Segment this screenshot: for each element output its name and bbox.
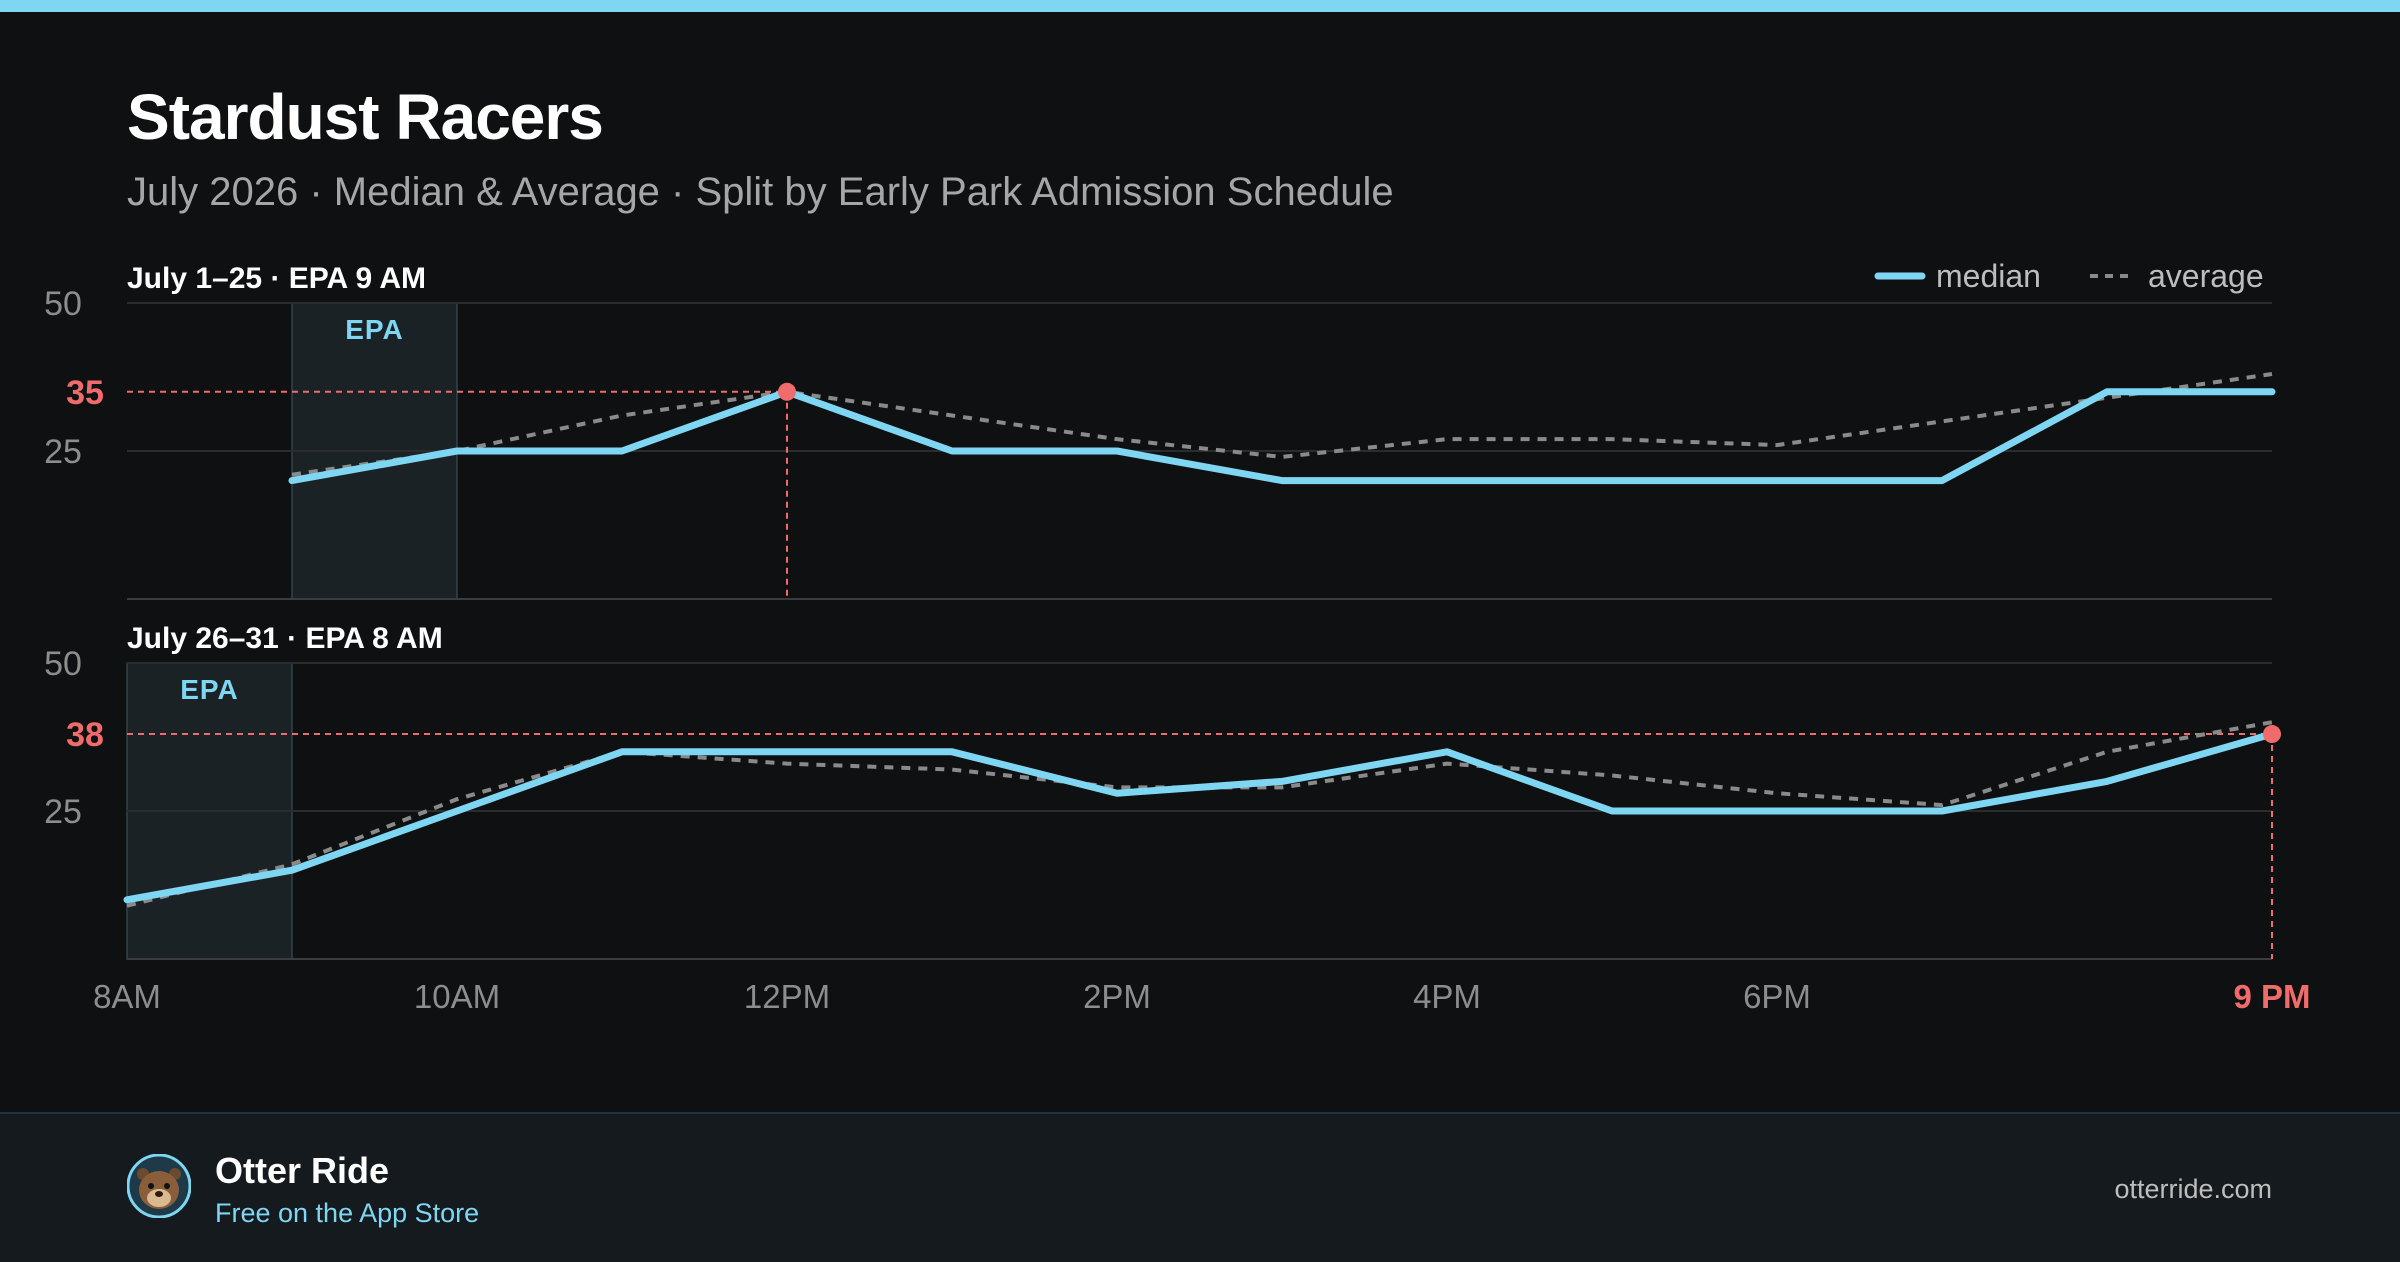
page-title: Stardust Racers <box>127 81 604 153</box>
panel-1-title: July 1–25 · EPA 9 AM <box>127 262 426 295</box>
panel-2-highlight-point <box>2263 725 2281 744</box>
panel-1-highlight-point <box>778 382 796 401</box>
x-end-label: 9 PM <box>2233 978 2310 1015</box>
website-link[interactable]: otterride.com <box>2114 1174 2272 1204</box>
panel-1-y-tick-label: 50 <box>44 285 82 323</box>
panel-2-median-line <box>123 730 2276 904</box>
panel-1-epa-label: EPA <box>345 314 404 345</box>
x-tick-label: 12PM <box>744 978 830 1015</box>
panel-1-median-line <box>288 388 2276 485</box>
otter-avatar-icon <box>127 1154 191 1218</box>
panel-2-y-tick-label: 50 <box>44 645 82 683</box>
panel-1-highlight-value-label: 35 <box>66 374 104 412</box>
x-tick-label: 10AM <box>414 978 500 1015</box>
app-store-link[interactable]: Free on the App Store <box>215 1198 480 1228</box>
legend-median-label: median <box>1936 258 2041 294</box>
legend-average-label: average <box>2148 258 2264 294</box>
top-accent-bar <box>0 0 2400 12</box>
panel-2-y-tick-label: 25 <box>44 793 82 831</box>
brand-name: Otter Ride <box>215 1150 390 1191</box>
panel-2-highlight-value-label: 38 <box>66 716 104 754</box>
x-tick-label: 6PM <box>1743 978 1811 1015</box>
panel-1-y-tick-label: 25 <box>44 433 82 471</box>
panel-2-title: July 26–31 · EPA 8 AM <box>127 622 443 655</box>
x-tick-label: 8AM <box>93 978 161 1015</box>
x-tick-label: 2PM <box>1083 978 1151 1015</box>
wait-time-chart: EPA 25 50 July 1–25 · EPA 9 AM 35 EPA 25 50 July… <box>44 258 2310 1015</box>
page-subtitle: July 2026 · Median & Average · Split by … <box>127 170 1394 214</box>
panel-2-epa-label: EPA <box>180 674 239 705</box>
x-tick-label: 4PM <box>1413 978 1481 1015</box>
panel-2-average-line <box>126 720 2273 908</box>
footer: Otter Ride Free on the App Store otterri… <box>0 1112 2400 1262</box>
